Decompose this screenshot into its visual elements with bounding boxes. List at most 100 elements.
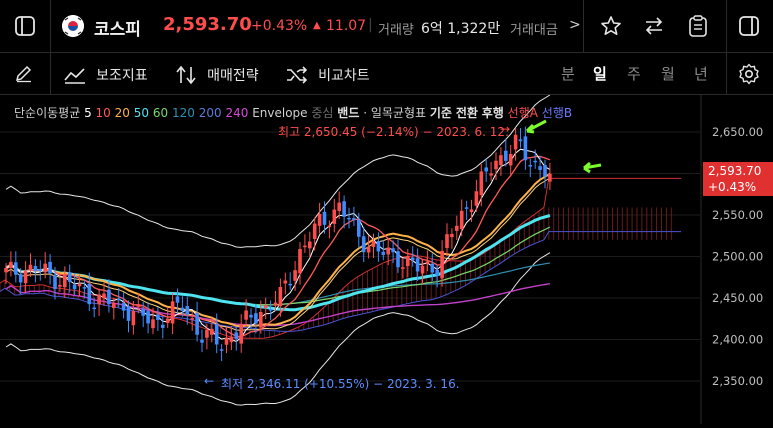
candle-body xyxy=(386,247,390,255)
candle-body xyxy=(459,210,464,230)
candle-body xyxy=(469,209,474,213)
swap-arrows-icon[interactable] xyxy=(643,15,665,37)
low-arrow-icon: ← xyxy=(204,374,215,388)
bollinger-label: 밴드 xyxy=(337,106,360,120)
candle-body xyxy=(548,173,552,182)
ma-period-label: 240 xyxy=(225,106,249,120)
candle-body xyxy=(28,264,33,271)
last-price: 2,593.70 xyxy=(708,164,762,178)
bollinger-lower xyxy=(5,252,551,406)
change-up-arrow-icon: ▲ xyxy=(313,20,321,31)
ma-label: 단순이동평균 xyxy=(14,106,81,120)
candle-body xyxy=(406,255,410,267)
top-bar: 코스피 2,593.70 +0.43% ▲ 11.07 | 거래량 6억 1,3… xyxy=(0,0,773,53)
candle-body xyxy=(170,301,175,324)
candle-body xyxy=(366,247,371,253)
indicator-label: 보조지표 xyxy=(96,67,148,84)
candle-body xyxy=(479,171,484,196)
candle-body xyxy=(82,287,87,289)
candle-body xyxy=(249,314,253,318)
pencil-icon[interactable] xyxy=(14,63,34,83)
period-tab[interactable]: 년 xyxy=(694,65,708,83)
ma-period-label: 60 xyxy=(152,106,169,120)
candle-body xyxy=(244,310,248,320)
strategy-arrows-icon xyxy=(175,65,197,85)
candle-body xyxy=(376,241,381,252)
candle-body xyxy=(97,294,101,305)
period-tab[interactable]: 일 xyxy=(593,65,607,83)
period-tab[interactable]: 분 xyxy=(561,65,575,83)
y-tick-label: 2,350.00 xyxy=(712,374,763,388)
senkou-a-label: 선행A xyxy=(507,106,538,120)
sidebar-toggle-icon[interactable] xyxy=(14,15,36,37)
candle-body xyxy=(283,280,288,284)
price-chart[interactable]: 2,650.002,600.002,550.002,500.002,450.00… xyxy=(0,94,773,424)
candle-body xyxy=(195,313,199,335)
candle-body xyxy=(337,202,341,212)
y-tick-label: 2,550.00 xyxy=(712,208,763,222)
settings-gear-icon[interactable] xyxy=(738,63,760,85)
candle-body xyxy=(450,233,454,238)
candle-body xyxy=(9,261,13,268)
candle-body xyxy=(23,271,28,284)
ma-10-line xyxy=(5,155,551,338)
candle-body xyxy=(322,211,327,225)
period-tab[interactable]: 주 xyxy=(627,65,641,83)
trade-strategy-button[interactable]: 매매전략 xyxy=(175,64,259,85)
candle-body xyxy=(420,265,425,274)
candle-body xyxy=(58,284,62,287)
candle-body xyxy=(263,305,268,309)
period-tab[interactable]: 월 xyxy=(661,65,675,83)
indicator-button[interactable]: 보조지표 xyxy=(64,64,148,85)
candle-body xyxy=(396,251,400,268)
volume-value: 6억 1,322만 xyxy=(421,21,501,37)
candle-body xyxy=(18,274,23,283)
green-marker-arrow xyxy=(583,161,602,174)
korea-flag-icon xyxy=(62,15,84,37)
candle-body xyxy=(474,191,479,206)
ma-period-label: 50 xyxy=(133,106,150,120)
candle-body xyxy=(190,318,194,320)
panel-toggle-icon[interactable] xyxy=(738,15,760,37)
candle-body xyxy=(4,268,8,273)
compare-chart-button[interactable]: 비교차트 xyxy=(286,64,370,85)
candle-body xyxy=(112,302,116,308)
candle-body xyxy=(239,324,243,344)
chart-canvas[interactable]: 2,650.002,600.002,550.002,500.002,450.00… xyxy=(0,94,773,424)
candle-body xyxy=(494,160,498,170)
candle-body xyxy=(415,258,420,272)
y-tick-label: 2,400.00 xyxy=(712,333,763,347)
candle-body xyxy=(440,250,444,279)
y-tick-label: 2,650.00 xyxy=(712,125,763,139)
candle-body xyxy=(161,324,165,328)
candle-body xyxy=(116,298,121,301)
ma-5-line xyxy=(5,148,551,343)
candle-body xyxy=(102,293,106,299)
candle-body xyxy=(445,234,449,249)
candle-body xyxy=(528,165,533,167)
kijun-label: 기준 xyxy=(429,106,452,120)
candle-body xyxy=(92,307,96,310)
bollinger-center-label: 중심 xyxy=(311,106,334,120)
candle-body xyxy=(401,267,405,269)
candle-body xyxy=(268,309,273,311)
candle-body xyxy=(175,296,180,303)
candle-body xyxy=(312,223,317,240)
trading-amount-label: 거래대금 xyxy=(510,23,558,38)
candle-body xyxy=(273,302,278,306)
candle-body xyxy=(254,313,258,324)
candle-body xyxy=(508,153,513,166)
candle-body xyxy=(371,241,376,247)
ma-period-label: 20 xyxy=(114,106,130,120)
star-icon[interactable] xyxy=(600,15,622,37)
envelope-label: Envelope xyxy=(252,106,308,120)
candle-body xyxy=(347,217,351,220)
indicator-legend[interactable]: 단순이동평균 5 10 20 50 60 120 200 240 Envelop… xyxy=(14,104,572,121)
header-more-button[interactable]: > xyxy=(569,17,581,33)
index-name: 코스피 xyxy=(94,20,141,40)
clipboard-icon[interactable] xyxy=(687,14,709,38)
candle-body xyxy=(288,283,292,286)
candle-body xyxy=(151,319,155,329)
candle-body xyxy=(523,136,528,161)
candle-body xyxy=(464,207,469,209)
